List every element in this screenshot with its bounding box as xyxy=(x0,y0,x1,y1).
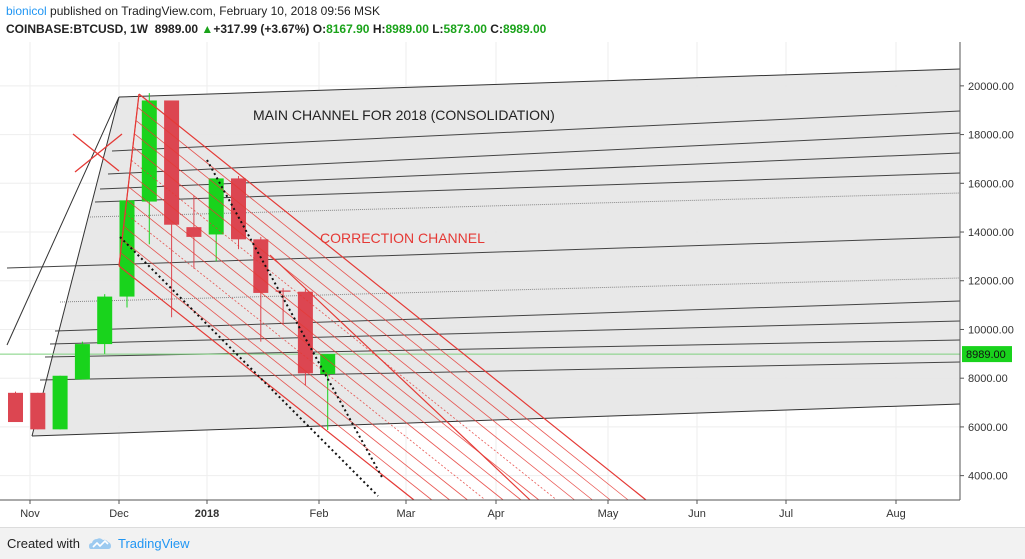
last-price: 8989.00 xyxy=(154,22,199,36)
candle-body xyxy=(97,296,113,345)
price-change: +317.99 (+3.67%) xyxy=(213,22,310,36)
correction-channel-line xyxy=(137,106,629,501)
y-tick-label: 20000.00 xyxy=(968,81,1014,93)
correction-channel-line xyxy=(132,146,575,501)
y-tick-label: 6000.00 xyxy=(968,422,1008,434)
close-label: C: xyxy=(490,22,503,36)
main-channel-annotation: MAIN CHANNEL FOR 2018 (CONSOLIDATION) xyxy=(253,107,555,123)
price-label-box xyxy=(962,346,1012,363)
footer-bar: Created with TradingView xyxy=(0,527,1025,559)
candle-body xyxy=(297,291,313,374)
correction-channel-line xyxy=(131,159,558,501)
candle-body xyxy=(30,392,46,430)
y-tick-label: 16000.00 xyxy=(968,178,1014,190)
main-channel-line xyxy=(118,68,961,98)
main-channel-line xyxy=(111,110,961,152)
candle-body xyxy=(52,375,68,430)
x-tick-label: Aug xyxy=(886,508,906,520)
x-tick-label: Dec xyxy=(109,508,129,520)
y-tick-label: 4000.00 xyxy=(968,471,1008,483)
dotted-trendline xyxy=(119,236,379,497)
ohlc-line: COINBASE:BTCUSD, 1W 8989.00 ▲+317.99 (+3… xyxy=(6,22,546,36)
correction-channel-line xyxy=(121,239,450,501)
candle-body xyxy=(141,100,157,202)
price-chart[interactable]: MAIN CHANNEL FOR 2018 (CONSOLIDATION) COR… xyxy=(0,42,1025,527)
symbol-label: COINBASE:BTCUSD, 1W xyxy=(6,22,149,36)
author-link[interactable]: bionicol xyxy=(6,4,47,18)
main-channel-line xyxy=(39,361,961,381)
correction-channel-line xyxy=(126,199,504,501)
y-axis-background xyxy=(960,42,1025,527)
x-tick-label: 2018 xyxy=(195,508,219,520)
channel-edge-line xyxy=(31,96,120,437)
y-tick-label: 14000.00 xyxy=(968,227,1014,239)
candle-body xyxy=(164,100,180,225)
low-label: L: xyxy=(432,22,444,36)
close-value: 8989.00 xyxy=(502,22,547,36)
y-tick-label: 18000.00 xyxy=(968,130,1014,142)
low-value: 5873.00 xyxy=(443,22,487,36)
channel-edge-line xyxy=(6,96,120,346)
candle-body xyxy=(186,227,202,237)
high-label: H: xyxy=(372,22,386,36)
candle-body xyxy=(320,354,336,375)
candle-body xyxy=(74,344,90,380)
y-tick-label: 12000.00 xyxy=(968,276,1014,288)
main-channel-line xyxy=(107,132,961,175)
candle-body xyxy=(208,178,224,235)
correction-channel-line xyxy=(123,225,468,501)
main-channel-line xyxy=(31,403,961,437)
chart-header: bionicol published on TradingView.com, F… xyxy=(0,0,1025,42)
x-tick-label: Jul xyxy=(779,508,793,520)
dotted-trendline xyxy=(206,159,384,480)
correction-channel-line xyxy=(135,120,611,501)
published-text: published on TradingView.com, February 1… xyxy=(50,4,381,18)
red-x-mark xyxy=(74,133,123,173)
candle-body xyxy=(275,290,291,292)
tradingview-brand-link[interactable]: TradingView xyxy=(118,536,190,551)
correction-channel-diag xyxy=(118,93,140,267)
correction-channel-line xyxy=(120,252,433,501)
correction-channel-upper xyxy=(138,93,647,501)
x-tick-label: Feb xyxy=(310,508,329,520)
y-tick-label: 10000.00 xyxy=(968,324,1014,336)
candle-body xyxy=(231,178,246,240)
correction-channel-line xyxy=(124,212,486,501)
correction-channel-line xyxy=(134,133,593,501)
y-tick-label: 8000.00 xyxy=(968,373,1008,385)
created-with-label: Created with xyxy=(7,536,80,551)
correction-channel-line xyxy=(127,186,522,501)
x-tick-label: May xyxy=(598,508,619,520)
up-arrow-icon: ▲ xyxy=(201,22,214,36)
open-value: 8167.90 xyxy=(326,22,370,36)
high-value: 8989.00 xyxy=(385,22,429,36)
main-channel-line xyxy=(6,236,961,269)
x-tick-label: Nov xyxy=(20,508,40,520)
chart-area[interactable]: MAIN CHANNEL FOR 2018 (CONSOLIDATION) COR… xyxy=(0,42,1025,527)
x-tick-label: Jun xyxy=(688,508,706,520)
candle-body xyxy=(8,392,23,423)
x-tick-label: Apr xyxy=(487,508,504,520)
main-channel-line xyxy=(54,300,961,332)
correction-channel-line xyxy=(129,173,540,501)
x-axis-background xyxy=(0,500,1025,527)
red-x-mark xyxy=(72,133,120,172)
correction-channel-annotation: CORRECTION CHANNEL xyxy=(320,230,485,246)
price-label: 8989.00 xyxy=(966,349,1006,361)
tradingview-cloud-icon xyxy=(89,538,111,549)
main-channel-line xyxy=(49,320,961,345)
open-label: O: xyxy=(312,22,327,36)
main-channel-line xyxy=(59,277,961,303)
publish-line: bionicol published on TradingView.com, F… xyxy=(6,4,380,18)
correction-midline xyxy=(269,254,531,501)
x-tick-label: Mar xyxy=(397,508,416,520)
